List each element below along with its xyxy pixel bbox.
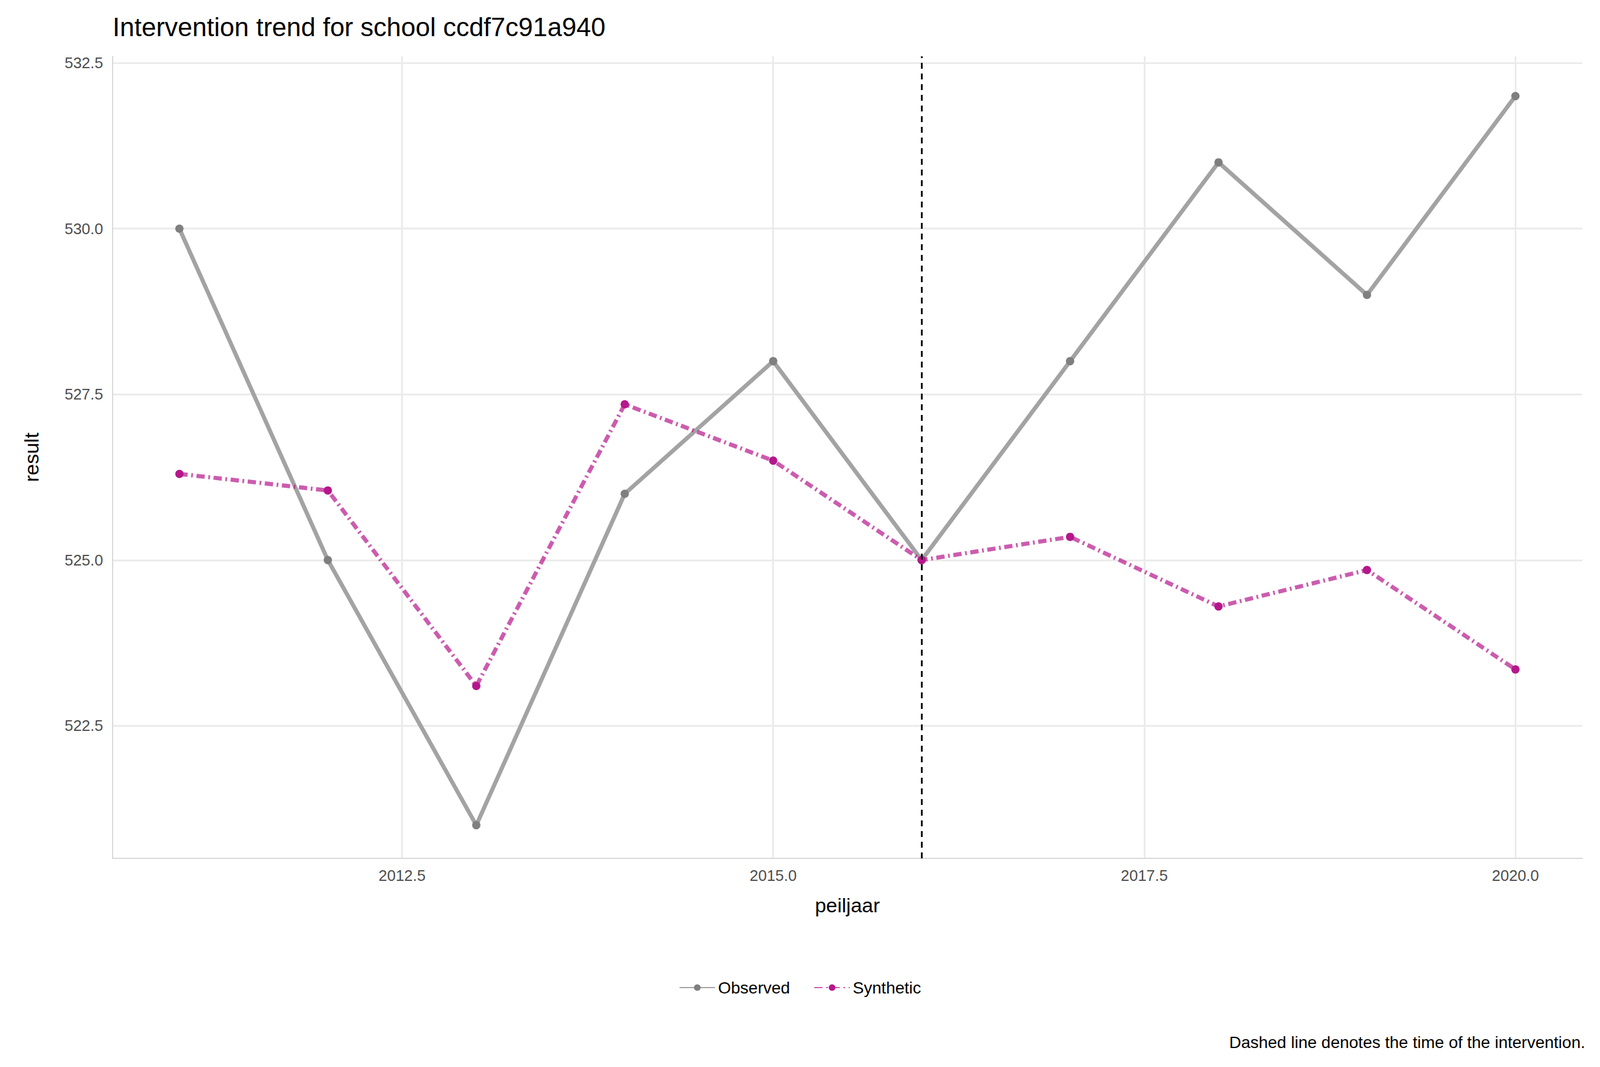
svg-text:2020.0: 2020.0 [1492,866,1540,885]
svg-text:527.5: 527.5 [64,385,104,403]
svg-text:525.0: 525.0 [64,551,104,569]
svg-text:Intervention trend for school: Intervention trend for school ccdf7c91a9… [112,12,606,42]
svg-text:Synthetic: Synthetic [852,978,921,997]
svg-text:532.5: 532.5 [64,53,104,72]
svg-text:Observed: Observed [718,978,790,997]
svg-text:2012.5: 2012.5 [378,866,427,885]
svg-text:2017.5: 2017.5 [1120,866,1168,885]
svg-text:530.0: 530.0 [64,219,104,238]
svg-text:522.5: 522.5 [64,716,104,735]
svg-text:2015.0: 2015.0 [749,866,798,885]
svg-text:result: result [20,432,43,482]
svg-text:Dashed line denotes the time o: Dashed line denotes the time of the inte… [1229,1032,1586,1052]
svg-text:peiljaar: peiljaar [814,893,880,917]
